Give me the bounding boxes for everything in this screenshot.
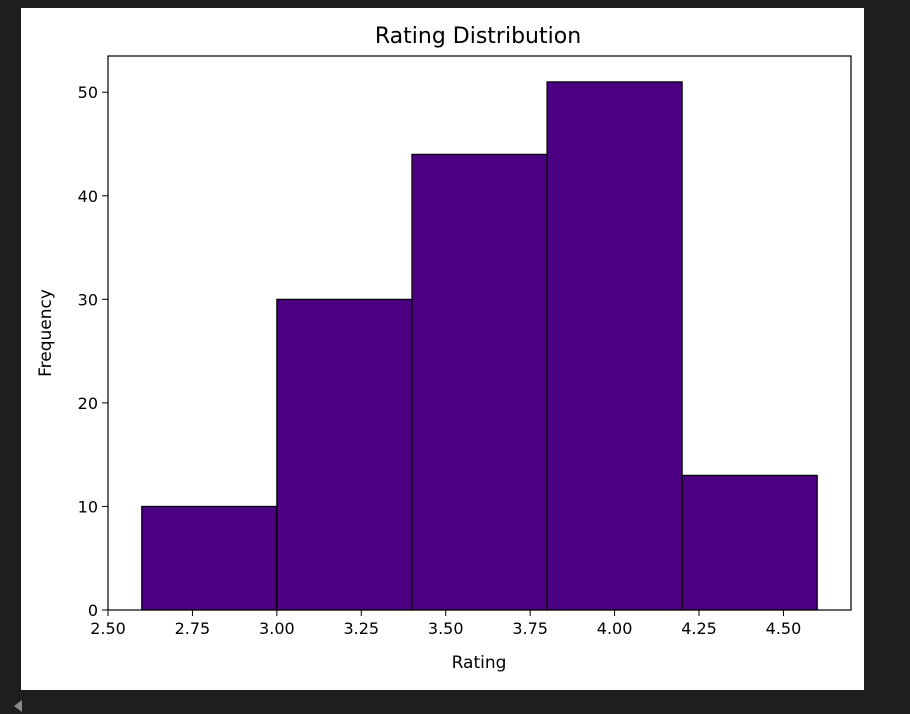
histogram-bar-4 <box>546 81 683 611</box>
y-tick-label-3: 20 <box>78 394 98 413</box>
x-tick-label-4: 3.25 <box>343 619 379 638</box>
histogram-bar-1 <box>141 505 278 611</box>
chart-figure: Rating Distribution 2.50 2.75 3.00 3.25 3.50… <box>21 8 864 690</box>
x-tick-label-7: 4.00 <box>597 619 633 638</box>
y-tick-label-6: 50 <box>78 83 98 102</box>
x-tick-label-8: 4.25 <box>681 619 717 638</box>
x-tick-label-9: 4.50 <box>766 619 802 638</box>
chart-title: Rating Distribution <box>375 24 581 49</box>
x-tick-label-5: 3.50 <box>428 619 464 638</box>
plot-frame <box>107 55 852 611</box>
x-tick-label-2: 2.75 <box>175 619 211 638</box>
y-axis-label: Frequency <box>36 289 56 377</box>
x-axis-ticks: 2.50 2.75 3.00 3.25 3.50 3.75 4.00 4.25 4.50 <box>90 610 801 638</box>
histogram-bar-2 <box>276 298 413 611</box>
y-tick-label-5: 40 <box>78 187 98 206</box>
scroll-left-arrow-icon[interactable] <box>14 700 22 712</box>
y-tick-label-2: 10 <box>78 497 98 516</box>
x-tick-label-3: 3.00 <box>259 619 295 638</box>
histogram-bar-3 <box>411 153 548 611</box>
y-axis-ticks: 0 10 20 30 40 50 <box>78 83 108 620</box>
x-tick-label-1: 2.50 <box>90 619 126 638</box>
x-axis-label: Rating <box>452 653 507 673</box>
y-tick-label-1: 0 <box>88 601 98 620</box>
histogram-chart: Rating Distribution 2.50 2.75 3.00 3.25 3.50… <box>36 24 852 673</box>
y-tick-label-4: 30 <box>78 290 98 309</box>
bars-group <box>141 81 818 611</box>
histogram-bar-5 <box>681 474 818 611</box>
x-tick-label-6: 3.75 <box>512 619 548 638</box>
